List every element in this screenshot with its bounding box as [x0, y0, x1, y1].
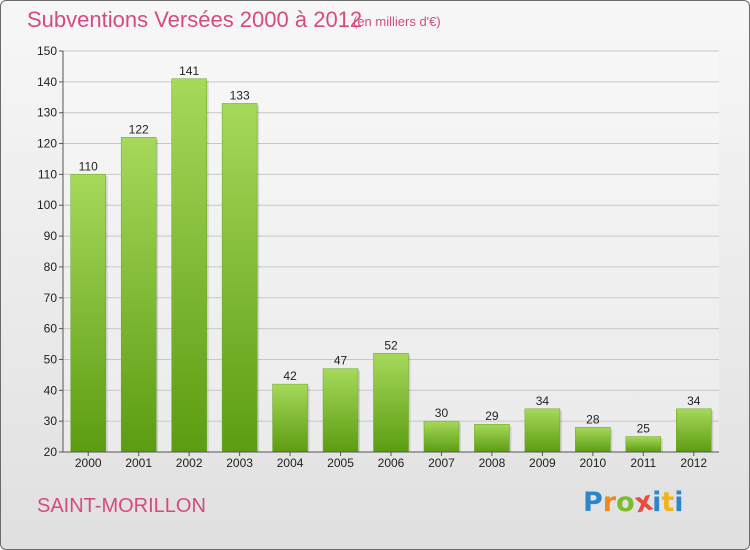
x-tick-label: 2006 — [378, 456, 405, 470]
bar-2003 — [221, 103, 258, 453]
y-tick-label: 130 — [37, 106, 57, 120]
y-tick-label: 60 — [44, 322, 58, 336]
x-tick-label: 2007 — [428, 456, 455, 470]
y-tick-label: 70 — [44, 291, 58, 305]
x-tick-label: 2004 — [277, 456, 304, 470]
bar-2009 — [524, 408, 561, 453]
bar-value-label: 29 — [485, 409, 499, 423]
bar-value-label: 141 — [179, 64, 199, 78]
bar-value-label: 34 — [536, 394, 550, 408]
logo-letter: P — [583, 487, 603, 518]
y-tick-label: 40 — [44, 383, 58, 397]
chart-title: Subventions Versées 2000 à 2012 — [27, 7, 363, 32]
bar-2000 — [70, 174, 106, 453]
bar-value-label: 110 — [79, 159, 98, 173]
bar-value-label: 122 — [129, 122, 149, 136]
x-tick-label: 2002 — [176, 456, 203, 470]
bar-value-label: 42 — [283, 369, 297, 383]
bar-2011 — [625, 436, 662, 453]
x-tick-label: 2003 — [226, 456, 253, 470]
logo-letter: o — [616, 487, 635, 518]
y-tick-label: 150 — [37, 44, 57, 58]
bar-2005 — [322, 368, 359, 453]
x-tick-label: 2010 — [579, 456, 606, 470]
bar-value-label: 34 — [687, 394, 701, 408]
x-tick-label: 2009 — [529, 456, 556, 470]
logo-letter: i — [674, 487, 684, 518]
bar-2007 — [423, 420, 460, 453]
y-tick-label: 110 — [38, 167, 57, 181]
bar-2002 — [171, 78, 207, 453]
x-tick-label: 2000 — [75, 456, 102, 470]
bar-value-label: 52 — [384, 338, 398, 352]
bar-2004 — [272, 383, 308, 453]
bar-value-label: 28 — [586, 412, 600, 426]
x-tick-label: 2001 — [125, 456, 152, 470]
bar-2010 — [575, 427, 611, 453]
bars: 110 122 141 133 42 47 52 30 29 34 28 25 34 — [70, 64, 714, 453]
y-tick-label: 140 — [37, 75, 57, 89]
x-tick-label: 2008 — [479, 456, 506, 470]
axes: 20 30 40 50 60 70 80 90 100 110 120 130 140 150 2000 20… — [37, 44, 719, 470]
y-tick-label: 50 — [44, 352, 58, 366]
x-tick-label: 2012 — [680, 456, 707, 470]
proxiti-logo[interactable]: Proxiti — [583, 486, 684, 520]
bar-2008 — [474, 423, 510, 453]
y-tick-label: 120 — [37, 137, 57, 151]
bar-value-label: 30 — [435, 406, 449, 420]
bar-value-label: 47 — [334, 354, 348, 368]
logo-letter: r — [602, 487, 617, 518]
logo-letter: t — [661, 487, 675, 518]
commune-name: SAINT-MORILLON — [37, 495, 206, 517]
logo-letter: i — [652, 487, 662, 518]
bar-2001 — [120, 137, 157, 453]
y-tick-label: 80 — [44, 260, 58, 274]
bar-2012 — [676, 408, 712, 453]
x-tick-label: 2005 — [327, 456, 354, 470]
chart-subtitle: (en milliers d'€) — [353, 14, 441, 29]
bar-2006 — [373, 353, 409, 453]
bar-value-label: 133 — [230, 88, 250, 102]
y-tick-label: 90 — [44, 229, 58, 243]
y-tick-label: 100 — [37, 198, 57, 212]
x-tick-label: 2011 — [630, 456, 656, 470]
bar-value-label: 25 — [637, 422, 651, 436]
y-tick-label: 30 — [44, 414, 58, 428]
y-tick-label: 20 — [44, 445, 58, 459]
